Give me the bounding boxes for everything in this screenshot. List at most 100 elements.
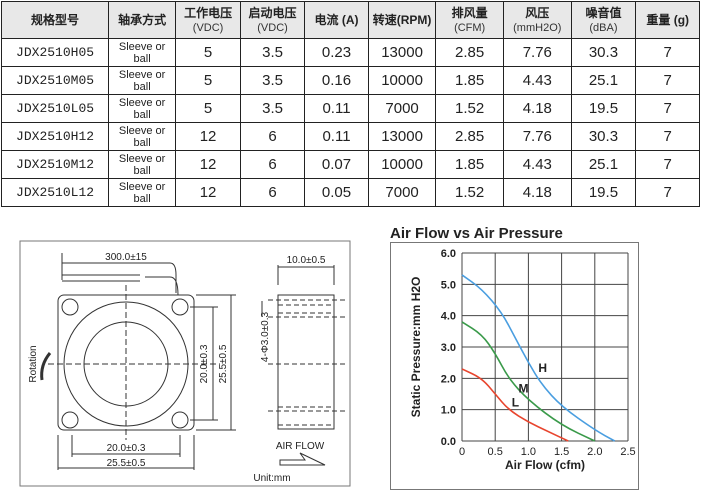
column-header: 重量 (g) xyxy=(635,1,700,39)
model-cell: JDX2510L05 xyxy=(0,94,110,123)
height-label: 25.5±0.5 xyxy=(218,344,229,383)
value-cell: 2.85 xyxy=(435,38,505,67)
value-cell: 12 xyxy=(175,150,242,179)
width-label: 25.5±0.5 xyxy=(107,458,146,469)
header-unit: (CFM) xyxy=(454,21,486,34)
value-cell: 0.11 xyxy=(304,122,369,151)
column-header: 风压 (mmH2O) xyxy=(503,1,572,39)
value-cell: 10000 xyxy=(367,150,437,179)
y-tick-label: 3.0 xyxy=(441,342,456,354)
value-cell: 7 xyxy=(635,38,700,67)
bearing-cell: Sleeve or ball xyxy=(108,122,177,151)
value-cell: 13000 xyxy=(367,122,437,151)
value-cell: 5 xyxy=(175,94,242,123)
series-label-M: M xyxy=(518,381,528,395)
x-tick-label: 2.0 xyxy=(587,446,602,458)
value-cell: 4.43 xyxy=(503,150,572,179)
value-cell: 25.1 xyxy=(570,150,637,179)
series-line-H xyxy=(461,274,616,442)
value-cell: 4.43 xyxy=(503,66,572,95)
spec-table: 规格型号 轴承方式 工作电压 (VDC) 启动电压 (VDC) 电流 (A) 转速(RPM) 排… xyxy=(0,1,700,207)
value-cell: 10000 xyxy=(367,66,437,95)
header-main: 风压 xyxy=(525,5,550,20)
value-cell: 30.3 xyxy=(570,38,637,67)
value-cell: 7 xyxy=(635,178,700,207)
value-cell: 19.5 xyxy=(570,94,637,123)
series-label-H: H xyxy=(538,361,547,375)
value-cell: 3.5 xyxy=(240,94,306,123)
value-cell: 0.16 xyxy=(304,66,369,95)
bearing-cell: Sleeve or ball xyxy=(108,94,177,123)
column-header: 规格型号 xyxy=(0,1,110,39)
column-header: 启动电压 (VDC) xyxy=(240,1,306,39)
value-cell: 3.5 xyxy=(240,38,306,67)
model-cell: JDX2510L12 xyxy=(0,178,110,207)
value-cell: 7 xyxy=(635,66,700,95)
value-cell: 4.18 xyxy=(503,94,572,123)
value-cell: 5 xyxy=(175,66,242,95)
value-cell: 7000 xyxy=(367,94,437,123)
column-header: 电流 (A) xyxy=(304,1,369,39)
column-header: 噪音值 (dBA) xyxy=(570,1,637,39)
cable-length-label: 300.0±15 xyxy=(105,252,147,263)
chart-frame xyxy=(390,242,639,490)
header-main: 噪音值 xyxy=(585,5,622,20)
table-row: JDX2510H05 Sleeve or ball 5 3.5 0.23 13000 2.8… xyxy=(0,38,700,67)
x-tick-label: 0.5 xyxy=(488,446,503,458)
value-cell: 0.07 xyxy=(304,150,369,179)
y-tick-label: 1.0 xyxy=(441,405,456,417)
table-row: JDX2510M12 Sleeve or ball 12 6 0.07 10000 1.85… xyxy=(0,150,700,179)
header-main: 电流 (A) xyxy=(314,13,359,27)
chart-title: Air Flow vs Air Pressure xyxy=(390,225,563,242)
series-label-L: L xyxy=(512,396,519,410)
table-row: JDX2510M05 Sleeve or ball 5 3.5 0.16 10000 1.8… xyxy=(0,66,700,95)
header-main: 转速(RPM) xyxy=(372,13,432,27)
rotation-label: Rotation xyxy=(28,345,39,382)
table-row: JDX2510L05 Sleeve or ball 5 3.5 0.11 7000 1.52… xyxy=(0,94,700,123)
model-cell: JDX2510M12 xyxy=(0,150,110,179)
value-cell: 0.23 xyxy=(304,38,369,67)
value-cell: 12 xyxy=(175,178,242,207)
value-cell: 7000 xyxy=(367,178,437,207)
unit-label: Unit:mm xyxy=(253,473,290,484)
value-cell: 1.52 xyxy=(435,178,505,207)
holes-label: 4-Φ3.0±0.3 xyxy=(260,311,271,362)
column-header: 工作电压 (VDC) xyxy=(175,1,242,39)
value-cell: 7.76 xyxy=(503,122,572,151)
value-cell: 7.76 xyxy=(503,38,572,67)
value-cell: 13000 xyxy=(367,38,437,67)
bearing-cell: Sleeve or ball xyxy=(108,178,177,207)
y-tick-label: 6.0 xyxy=(441,248,456,260)
value-cell: 7 xyxy=(635,122,700,151)
y-tick-label: 4.0 xyxy=(441,311,456,323)
header-unit: (VDC) xyxy=(192,21,224,34)
column-header: 轴承方式 xyxy=(108,1,177,39)
thickness-label: 10.0±0.5 xyxy=(287,255,326,266)
y-tick-label: 0.0 xyxy=(441,436,456,448)
header-main: 启动电压 xyxy=(248,5,297,20)
y-axis-label: Static Pressure:mm H2O xyxy=(409,277,423,418)
bearing-cell: Sleeve or ball xyxy=(108,66,177,95)
header-main: 规格型号 xyxy=(31,13,80,27)
value-cell: 0.11 xyxy=(304,94,369,123)
x-tick-label: 2.5 xyxy=(620,446,635,458)
series-line-M xyxy=(461,321,596,442)
header-main: 工作电压 xyxy=(184,5,233,20)
value-cell: 2.85 xyxy=(435,122,505,151)
airflow-label: AIR FLOW xyxy=(276,441,325,452)
hole-spacing-v-label: 20.0±0.3 xyxy=(199,344,210,383)
value-cell: 30.3 xyxy=(570,122,637,151)
value-cell: 6 xyxy=(240,178,306,207)
model-cell: JDX2510M05 xyxy=(0,66,110,95)
value-cell: 1.52 xyxy=(435,94,505,123)
header-main: 重量 (g) xyxy=(646,13,690,27)
dimension-drawing: 300.0±15 20.0±0.3 25.5±0.5 20.0±0.3 25.5… xyxy=(19,240,351,487)
pressure-chart: 0 0.5 1.0 1.5 2.0 2.5 0.0 1.0 2.0 3.0 4.0 5.0 6.0 Air… xyxy=(409,248,636,472)
series-line-L xyxy=(461,368,569,442)
table-row: JDX2510H12 Sleeve or ball 12 6 0.11 13000 2.85… xyxy=(0,122,700,151)
header-unit: (dBA) xyxy=(589,21,618,34)
x-tick-label: 1.5 xyxy=(554,446,569,458)
value-cell: 25.1 xyxy=(570,66,637,95)
header-main: 排风量 xyxy=(451,5,488,20)
value-cell: 12 xyxy=(175,122,242,151)
